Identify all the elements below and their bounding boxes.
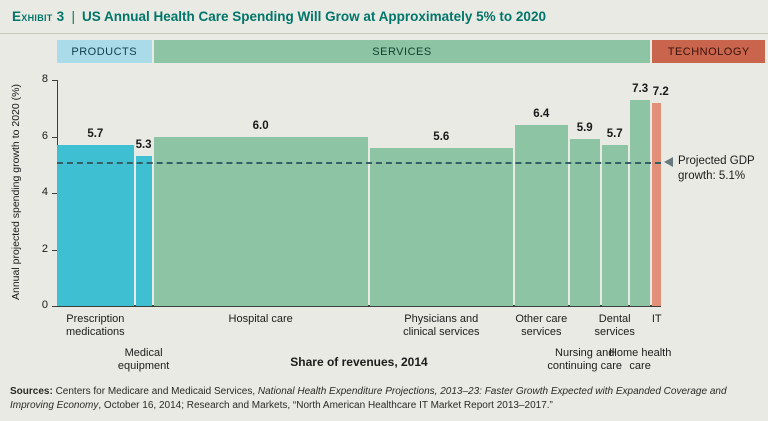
sources-label: Sources: (10, 386, 53, 397)
category-label-it: IT (651, 313, 662, 325)
category-label-nursing-and-continuing-care: Nursing and continuing care (547, 347, 622, 373)
gdp-marker-triangle-icon (664, 156, 673, 167)
bar-hospital-care (153, 136, 368, 306)
gdp-annotation-line1: Projected GDP (678, 154, 755, 167)
exhibit-header: Exhibit 3 | US Annual Health Care Spending… (12, 9, 546, 24)
y-tick-mark (52, 193, 57, 194)
category-label-physicians-and-clinical-services: Physicians and clinical services (403, 313, 480, 339)
category-labels: Prescription medications Medical equipmen… (57, 311, 737, 383)
bar-value-label: 6.4 (533, 108, 550, 121)
y-tick-mark (52, 306, 57, 307)
bar-value-label: 7.2 (652, 85, 669, 98)
band-technology: TECHNOLOGY (652, 40, 765, 63)
bar-value-label: 5.6 (433, 130, 450, 143)
bar-value-label: 5.7 (606, 127, 623, 140)
category-label-hospital-care: Hospital care (228, 313, 293, 325)
band-services: SERVICES (153, 40, 651, 63)
bar-medical-equipment (135, 156, 152, 306)
chart-plot-area: 5.7 5.3 6.0 5.6 6.4 5.9 5.7 7.3 7.2 (57, 80, 669, 306)
bar-physicians-and-clinical-services (369, 147, 513, 306)
exhibit-label: Exhibit 3 (12, 9, 65, 24)
bar-value-label: 7.3 (632, 82, 649, 95)
y-tick-label: 4 (41, 186, 48, 198)
category-bands: PRODUCTS SERVICES TECHNOLOGY (57, 40, 765, 63)
bar-value-label: 6.0 (252, 119, 269, 132)
sources-text-1: Centers for Medicare and Medicaid Servic… (52, 386, 258, 397)
y-axis-label: Annual projected spending growth to 2020… (10, 84, 22, 300)
y-tick-mark (52, 80, 57, 81)
category-label-home-health-care: Home health care (608, 347, 672, 373)
sources-note: Sources: Centers for Medicare and Medica… (10, 385, 758, 412)
x-axis-line (57, 305, 661, 307)
bar-prescription-medications (57, 144, 134, 306)
bar-dental-services (601, 144, 628, 306)
sources-italic-title: National Health Expenditure Projections,… (10, 386, 727, 411)
band-products: PRODUCTS (57, 40, 152, 63)
bar-nursing-and-continuing-care (569, 139, 600, 306)
bar-value-label: 5.7 (87, 127, 104, 140)
sources-text-2: , October 16, 2014; Research and Markets… (98, 399, 553, 411)
bar-it (652, 102, 661, 306)
bar-other-care-services (514, 125, 568, 306)
gdp-annotation-line2: growth: 5.1% (678, 169, 746, 182)
y-tick-label: 0 (41, 299, 48, 311)
bar-value-label: 5.3 (135, 139, 152, 152)
title-divider (0, 33, 768, 34)
category-label-dental-services: Dental services (594, 313, 635, 339)
page-title: US Annual Health Care Spending Will Grow… (81, 9, 546, 24)
x-axis-title: Share of revenues, 2014 (290, 355, 428, 369)
bar-value-label: 5.9 (576, 122, 593, 135)
y-tick-label: 8 (41, 73, 48, 85)
bar-home-health-care (629, 99, 651, 306)
y-tick-label: 2 (41, 242, 48, 255)
category-label-medical-equipment: Medical equipment (117, 347, 170, 373)
category-label-other-care-services: Other care services (515, 313, 568, 339)
title-separator: | (71, 9, 75, 24)
y-tick-mark (52, 249, 57, 251)
gdp-reference-line (57, 161, 661, 164)
y-tick-mark (52, 136, 57, 138)
gdp-annotation: Projected GDP growth: 5.1% (678, 154, 755, 184)
y-tick-label: 6 (41, 129, 48, 142)
category-label-prescription-medications: Prescription medications (65, 313, 125, 339)
